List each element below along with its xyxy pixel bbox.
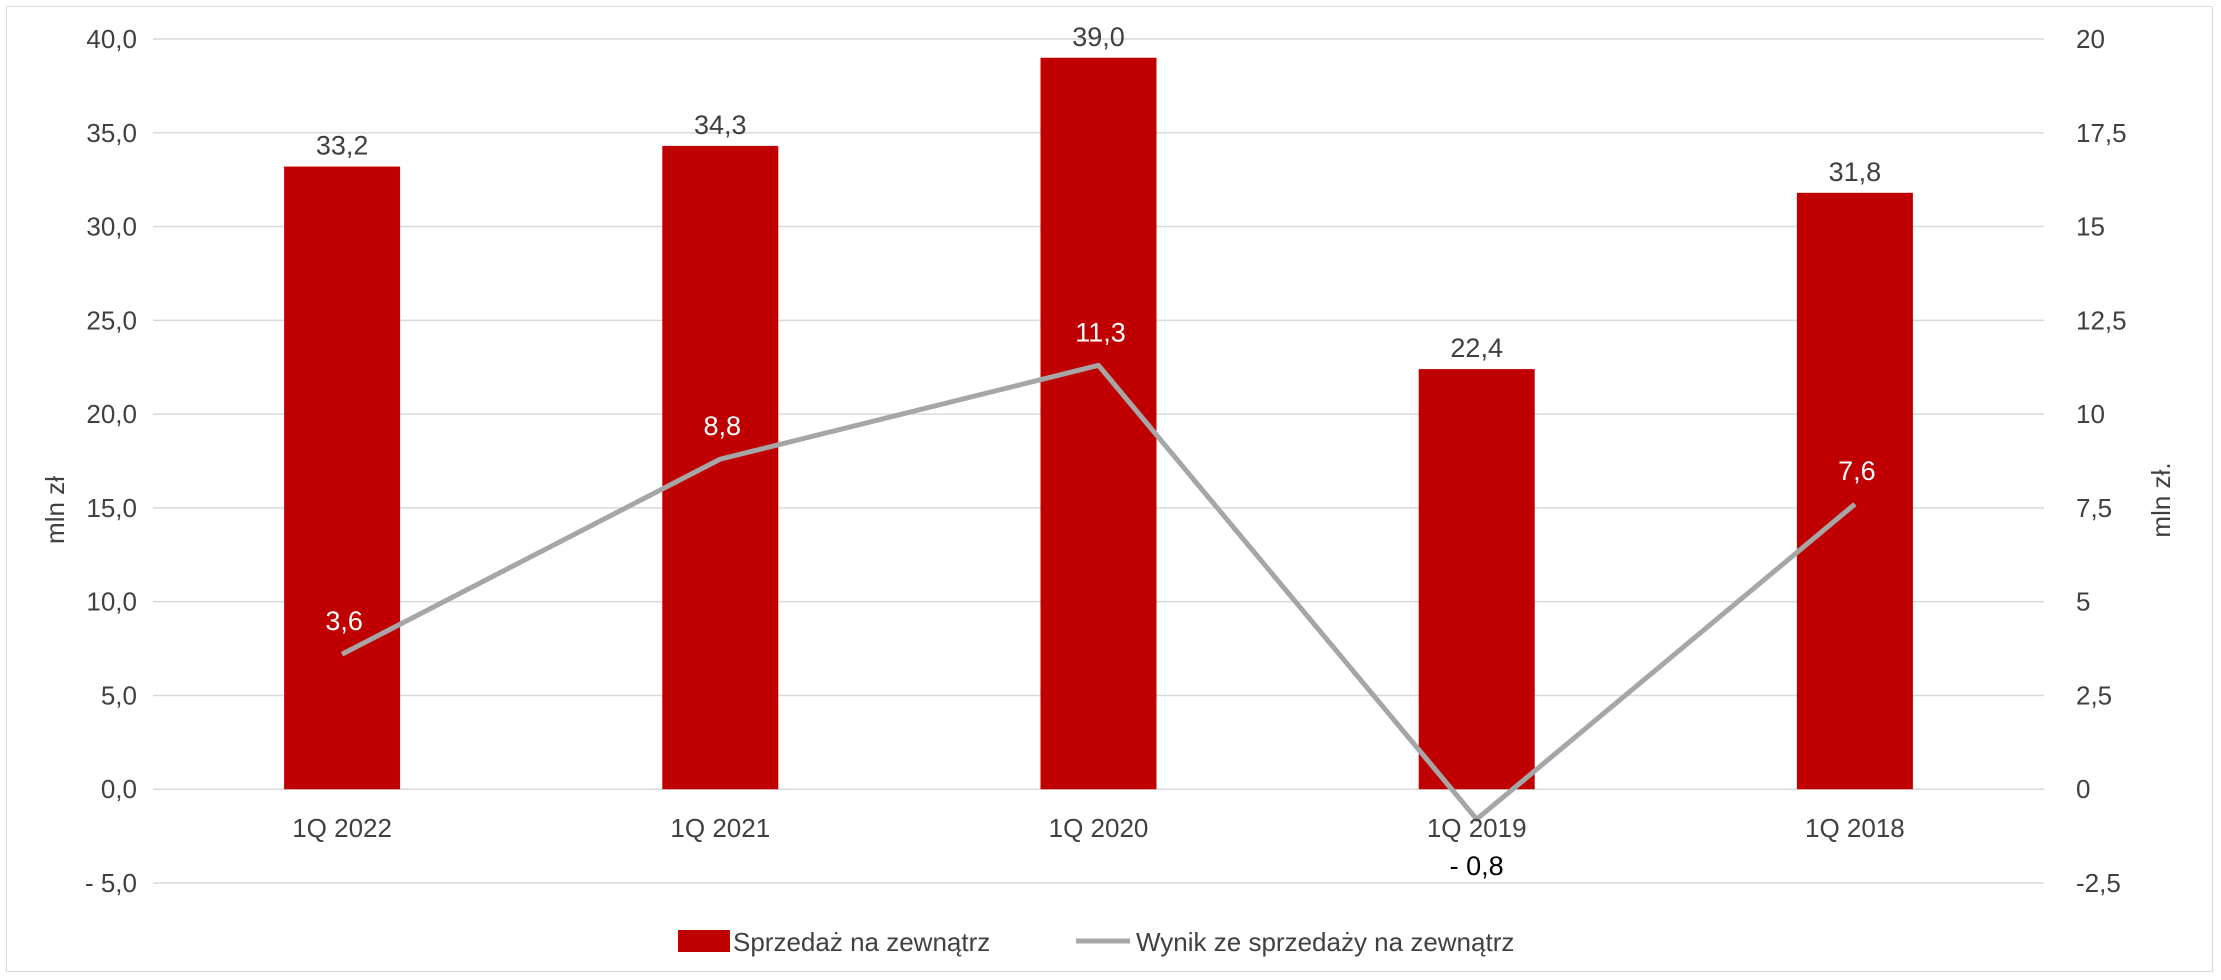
- y2-tick-label: 2,5: [2076, 680, 2112, 710]
- x-tick-label: 1Q 2020: [1049, 813, 1149, 843]
- y-tick-label: 20,0: [86, 399, 137, 429]
- category-axis-ticks: 1Q 2022 1Q 2021 1Q 2020 1Q 2019 1Q 2018: [292, 813, 1905, 843]
- y-tick-label: 40,0: [86, 24, 137, 54]
- left-axis-title: mln zł: [40, 476, 70, 544]
- bar-value-label: 34,3: [694, 110, 747, 140]
- bar: [284, 166, 401, 790]
- bar-value-label: 31,8: [1829, 157, 1882, 187]
- y2-tick-label: 7,5: [2076, 493, 2112, 523]
- legend-bar-key: [678, 930, 730, 952]
- line-value-label: 8,8: [704, 411, 742, 441]
- legend-line-label: Wynik ze sprzedaży na zewnątrz: [1136, 927, 1514, 957]
- y2-tick-label: -2,5: [2076, 868, 2121, 898]
- data-labels: 33,2 34,3 39,0 22,4 31,8 3,6 8,8 11,3 - 0,8 7,6: [316, 22, 1881, 881]
- bar-value-label: 22,4: [1450, 333, 1503, 363]
- legend-bar-label: Sprzedaż na zewnątrz: [733, 927, 990, 957]
- bar: [1418, 369, 1535, 790]
- right-axis-title: mln zł.: [2146, 462, 2176, 537]
- right-axis-ticks: -2,5 0 2,5 5 7,5 10 12,5 15 17,5 20: [2076, 24, 2127, 898]
- chart-frame: [6, 6, 2213, 972]
- y-tick-label: 10,0: [86, 587, 137, 617]
- y-tick-label: - 5,0: [85, 868, 137, 898]
- series-line: [340, 362, 1857, 822]
- y-tick-label: 0,0: [101, 774, 137, 804]
- x-tick-label: 1Q 2021: [670, 813, 770, 843]
- legend: Sprzedaż na zewnątrz Wynik ze sprzedaży …: [678, 927, 1514, 957]
- bar: [1796, 192, 1913, 790]
- y2-tick-label: 17,5: [2076, 118, 2127, 148]
- bar: [1040, 57, 1157, 790]
- bar-value-label: 39,0: [1072, 22, 1125, 52]
- line-value-label: 3,6: [325, 606, 363, 636]
- line-value-label: 7,6: [1838, 456, 1876, 486]
- left-axis-ticks: - 5,0 0,0 5,0 10,0 15,0 20,0 25,0 30,0 35,0 40,0: [85, 24, 137, 898]
- bar-series: [284, 57, 1913, 790]
- line-series: [340, 362, 1857, 822]
- y2-tick-label: 5: [2076, 587, 2090, 617]
- x-tick-label: 1Q 2018: [1805, 813, 1905, 843]
- y-tick-label: 5,0: [101, 680, 137, 710]
- y2-tick-label: 20: [2076, 24, 2105, 54]
- bar: [662, 145, 779, 790]
- bar-value-label: 33,2: [316, 131, 369, 161]
- line-value-label: 11,3: [1075, 317, 1126, 347]
- line-value-label: - 0,8: [1450, 851, 1504, 881]
- x-tick-label: 1Q 2022: [292, 813, 392, 843]
- y-tick-label: 25,0: [86, 305, 137, 335]
- y2-tick-label: 0: [2076, 774, 2090, 804]
- y-tick-label: 35,0: [86, 118, 137, 148]
- y2-tick-label: 12,5: [2076, 305, 2127, 335]
- y2-tick-label: 15: [2076, 212, 2105, 242]
- y-tick-label: 15,0: [86, 493, 137, 523]
- y2-tick-label: 10: [2076, 399, 2105, 429]
- y-tick-label: 30,0: [86, 212, 137, 242]
- x-tick-label: 1Q 2019: [1427, 813, 1527, 843]
